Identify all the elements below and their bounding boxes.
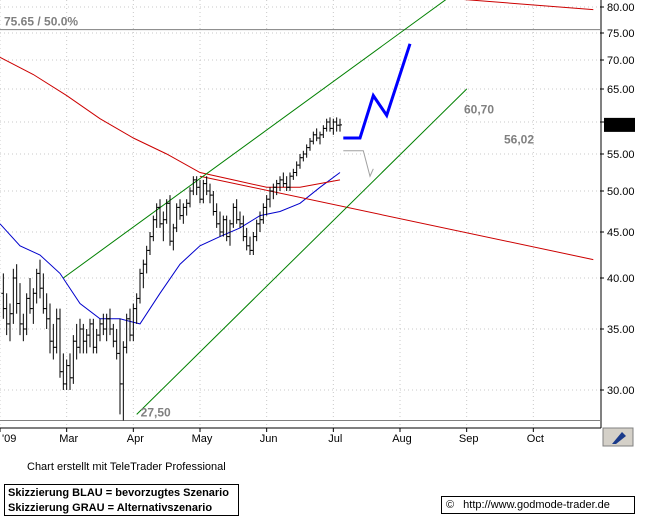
x-tick-label: Apr bbox=[127, 433, 144, 445]
x-axis: '09 Mar Apr May Jun Jul Aug Sep Oct bbox=[0, 428, 544, 445]
legend-gray-label: Skizzierung GRAU = Alternativszenario bbox=[8, 502, 213, 514]
chart-credit: Chart erstellt mit TeleTrader Profession… bbox=[27, 461, 226, 473]
y-tick-label: 80.00 bbox=[607, 2, 635, 14]
y-tick-label: 70.00 bbox=[607, 55, 635, 67]
series-line-8 bbox=[343, 150, 374, 178]
x-tick-label: Mar bbox=[59, 433, 78, 445]
legend-blue-label: Skizzierung BLAU = bevorzugtes Szenario bbox=[8, 487, 229, 499]
scenario-legend: Skizzierung BLAU = bevorzugtes Szenario … bbox=[4, 484, 239, 516]
x-tick-label: Oct bbox=[527, 433, 544, 445]
y-tick-label: 30.00 bbox=[607, 385, 635, 397]
y-tick-label: 40.00 bbox=[607, 273, 635, 285]
y-tick-label: 55.00 bbox=[607, 149, 635, 161]
x-tick-label: Jun bbox=[260, 433, 278, 445]
pencil-icon bbox=[612, 432, 626, 444]
x-tick-label: Aug bbox=[392, 433, 412, 445]
last-price-label: 59.55 bbox=[606, 120, 634, 132]
series-line-3 bbox=[199, 175, 594, 261]
last-price-box bbox=[604, 117, 635, 132]
copyright-icon: © bbox=[446, 499, 455, 511]
ohlc-bar bbox=[338, 118, 342, 132]
source-url-box[interactable]: © http://www.godmode-trader.de bbox=[441, 496, 635, 514]
annotation-label: 56,02 bbox=[504, 132, 534, 146]
last-price-marker: 59.55 bbox=[604, 117, 635, 132]
y-tick-label: 65.00 bbox=[607, 84, 635, 96]
horizontal-lines bbox=[0, 29, 600, 421]
annotation-label: 75.65 / 50.0% bbox=[4, 15, 78, 29]
series-line-4 bbox=[463, 0, 594, 11]
series-line-6 bbox=[63, 0, 447, 279]
annotation-label: 60,70 bbox=[464, 102, 494, 116]
x-tick-label: '09 bbox=[2, 433, 16, 445]
corner-button[interactable] bbox=[602, 427, 634, 447]
annotations: 60,70 56,02 27,50 75.65 / 50.0% bbox=[4, 15, 534, 420]
y-tick-label: 75.00 bbox=[607, 28, 635, 40]
series-line-2 bbox=[0, 56, 341, 188]
x-tick-label: Sep bbox=[459, 433, 479, 445]
y-tick-label: 50.00 bbox=[607, 186, 635, 198]
series-line-5 bbox=[136, 88, 468, 415]
series-line-1 bbox=[0, 172, 341, 325]
source-url[interactable]: http://www.godmode-trader.de bbox=[463, 499, 610, 511]
series-layer bbox=[0, 0, 594, 415]
y-tick-label: 35.00 bbox=[607, 324, 635, 336]
annotation-label: 27,50 bbox=[141, 406, 171, 420]
ohlc-bars bbox=[1, 117, 342, 421]
x-tick-label: Jul bbox=[328, 433, 342, 445]
y-tick-label: 45.00 bbox=[607, 227, 635, 239]
series-line-7 bbox=[343, 43, 412, 140]
x-tick-label: May bbox=[192, 433, 213, 445]
